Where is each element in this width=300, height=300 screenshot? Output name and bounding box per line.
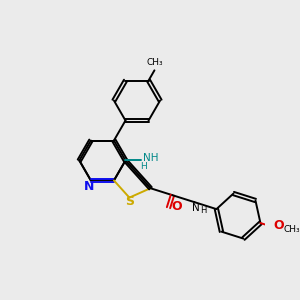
Text: O: O (172, 200, 182, 213)
Text: O: O (274, 219, 284, 232)
Text: S: S (125, 195, 134, 208)
Text: N: N (84, 180, 95, 193)
Text: H: H (140, 162, 147, 171)
Text: N: N (192, 203, 200, 213)
Text: CH₃: CH₃ (146, 58, 163, 67)
Text: H: H (200, 206, 207, 214)
Text: CH₃: CH₃ (284, 225, 300, 234)
Text: NH: NH (143, 153, 159, 164)
